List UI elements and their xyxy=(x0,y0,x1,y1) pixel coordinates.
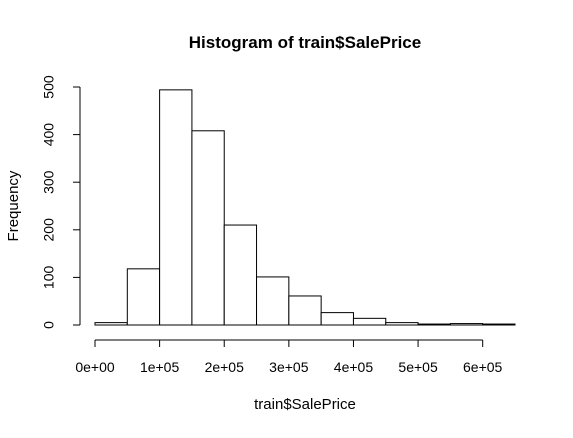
histogram-bars xyxy=(94,89,516,326)
histogram-bar-9 xyxy=(352,317,387,326)
histogram-bar-10 xyxy=(385,322,419,326)
y-axis-tick-label-1: 0 xyxy=(41,321,57,329)
x-axis-tick-label-7: 6e+05 xyxy=(463,359,503,375)
y-axis: 0 100 200 300 400 500 xyxy=(41,75,81,329)
y-axis-label: Frequency xyxy=(5,170,22,241)
histogram-bar-1 xyxy=(94,322,128,326)
x-axis-tick-label-2: 1e+05 xyxy=(140,359,180,375)
x-axis-tick-label-6: 5e+05 xyxy=(398,359,438,375)
x-axis-tick-label-5: 4e+05 xyxy=(334,359,374,375)
y-axis-tick-label-3: 200 xyxy=(41,218,57,242)
histogram-bar-8 xyxy=(320,312,354,326)
x-axis-tick-label-4: 3e+05 xyxy=(269,359,309,375)
histogram-bar-3 xyxy=(159,89,193,326)
chart-title: Histogram of train$SalePrice xyxy=(189,33,421,52)
histogram-bar-11 xyxy=(417,323,451,326)
histogram-bar-2 xyxy=(126,268,161,326)
histogram-bar-6 xyxy=(256,276,290,326)
x-axis-label: train$SalePrice xyxy=(254,396,356,413)
x-axis-tick-label-3: 2e+05 xyxy=(205,359,245,375)
y-axis-tick-label-6: 500 xyxy=(41,75,57,99)
histogram-bar-5 xyxy=(223,224,258,326)
y-axis-tick-label-2: 100 xyxy=(41,266,57,290)
histogram-bar-7 xyxy=(288,295,322,326)
histogram-bar-12 xyxy=(449,323,484,326)
y-axis-tick-label-4: 300 xyxy=(41,170,57,194)
x-axis-tick-label-1: 0e+00 xyxy=(75,359,115,375)
histogram-bar-4 xyxy=(191,130,225,326)
x-axis: 0e+00 1e+05 2e+05 3e+05 4e+05 5e+05 6e+05 xyxy=(75,339,503,375)
y-axis-tick-label-5: 400 xyxy=(41,123,57,147)
histogram-bar-13 xyxy=(482,323,516,326)
